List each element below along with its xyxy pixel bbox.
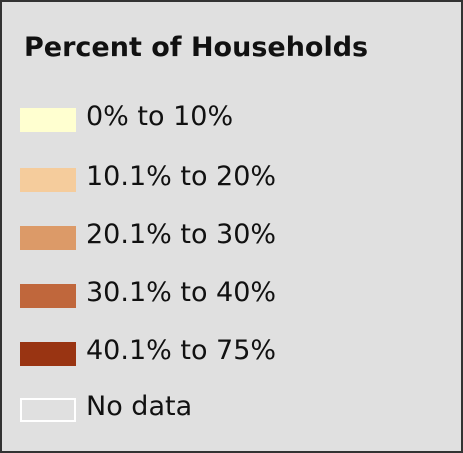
legend-swatch bbox=[20, 168, 76, 192]
legend-swatch bbox=[20, 398, 76, 422]
legend-item: 30.1% to 40% bbox=[20, 277, 450, 311]
legend-title: Percent of Households bbox=[24, 32, 369, 63]
legend-label: No data bbox=[86, 391, 193, 422]
legend-label: 40.1% to 75% bbox=[86, 335, 277, 366]
legend-swatch bbox=[20, 342, 76, 366]
legend-item: 0% to 10% bbox=[20, 101, 450, 135]
legend-swatch bbox=[20, 284, 76, 308]
legend-swatch bbox=[20, 226, 76, 250]
legend-label: 0% to 10% bbox=[86, 101, 234, 132]
legend-item: 20.1% to 30% bbox=[20, 219, 450, 253]
legend-label: 30.1% to 40% bbox=[86, 277, 277, 308]
legend-label: 10.1% to 20% bbox=[86, 161, 277, 192]
legend-label: 20.1% to 30% bbox=[86, 219, 277, 250]
legend-item: 10.1% to 20% bbox=[20, 161, 450, 195]
legend-item: No data bbox=[20, 391, 450, 425]
legend-swatch bbox=[20, 108, 76, 132]
legend-item: 40.1% to 75% bbox=[20, 335, 450, 369]
